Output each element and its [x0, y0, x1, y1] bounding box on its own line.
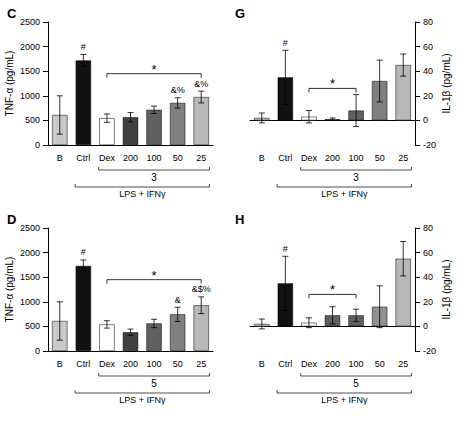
svg-text:60: 60	[423, 42, 433, 52]
svg-text:*: *	[152, 268, 157, 283]
svg-text:Dex: Dex	[301, 359, 318, 369]
svg-text:-20: -20	[423, 140, 436, 150]
svg-text:&%: &%	[171, 85, 185, 95]
svg-text:25: 25	[398, 153, 408, 163]
svg-text:*: *	[330, 76, 335, 91]
svg-text:0: 0	[35, 346, 40, 356]
svg-text:#: #	[283, 38, 288, 48]
svg-text:50: 50	[173, 153, 183, 163]
svg-text:Dex: Dex	[301, 153, 318, 163]
svg-text:Ctrl: Ctrl	[278, 359, 292, 369]
svg-text:LPS + IFNγ: LPS + IFNγ	[119, 189, 166, 199]
svg-text:*: *	[152, 62, 157, 77]
svg-text:IL-1β (pg/mL): IL-1β (pg/mL)	[441, 259, 452, 319]
svg-text:TNF-α (pg/mL): TNF-α (pg/mL)	[4, 51, 15, 117]
svg-text:0: 0	[35, 140, 40, 150]
svg-text:&: &	[175, 295, 181, 305]
svg-text:#: #	[81, 42, 86, 52]
svg-text:20: 20	[423, 91, 433, 101]
svg-text:1000: 1000	[20, 297, 40, 307]
svg-text:*: *	[330, 282, 335, 297]
svg-text:G: G	[235, 6, 245, 21]
svg-text:Dex: Dex	[99, 153, 116, 163]
svg-text:25: 25	[196, 359, 206, 369]
svg-text:2500: 2500	[20, 17, 40, 27]
svg-text:5: 5	[353, 378, 359, 389]
svg-text:100: 100	[349, 153, 364, 163]
svg-text:H: H	[235, 212, 244, 227]
svg-text:40: 40	[423, 272, 433, 282]
svg-text:Ctrl: Ctrl	[278, 153, 292, 163]
svg-text:Dex: Dex	[99, 359, 116, 369]
svg-text:0: 0	[423, 321, 428, 331]
svg-text:100: 100	[349, 359, 364, 369]
svg-text:TNF-α (pg/mL): TNF-α (pg/mL)	[4, 257, 15, 323]
svg-text:1500: 1500	[20, 272, 40, 282]
svg-text:3: 3	[151, 172, 157, 183]
svg-text:IL-1β (pg/mL): IL-1β (pg/mL)	[441, 53, 452, 113]
svg-text:50: 50	[375, 359, 385, 369]
svg-text:25: 25	[398, 359, 408, 369]
svg-text:3: 3	[353, 172, 359, 183]
svg-text:&%: &%	[194, 79, 208, 89]
svg-text:2000: 2000	[20, 42, 40, 52]
svg-text:100: 100	[147, 153, 162, 163]
svg-text:1500: 1500	[20, 66, 40, 76]
svg-text:B: B	[259, 359, 265, 369]
svg-text:C: C	[7, 6, 17, 21]
svg-text:50: 50	[375, 153, 385, 163]
svg-text:B: B	[259, 153, 265, 163]
svg-text:2500: 2500	[20, 223, 40, 233]
svg-text:100: 100	[147, 359, 162, 369]
svg-text:2000: 2000	[20, 248, 40, 258]
svg-text:#: #	[81, 247, 86, 257]
svg-text:LPS + IFNγ: LPS + IFNγ	[119, 395, 166, 405]
svg-text:0: 0	[423, 115, 428, 125]
svg-text:Ctrl: Ctrl	[76, 359, 90, 369]
svg-text:20: 20	[423, 297, 433, 307]
svg-text:200: 200	[123, 359, 138, 369]
svg-text:B: B	[57, 359, 63, 369]
svg-text:200: 200	[123, 153, 138, 163]
svg-text:500: 500	[25, 321, 40, 331]
svg-text:50: 50	[173, 359, 183, 369]
svg-text:25: 25	[196, 153, 206, 163]
svg-text:#: #	[283, 244, 288, 254]
svg-text:LPS + IFNγ: LPS + IFNγ	[321, 189, 368, 199]
svg-text:1000: 1000	[20, 91, 40, 101]
svg-text:B: B	[57, 153, 63, 163]
svg-text:LPS + IFNγ: LPS + IFNγ	[321, 395, 368, 405]
svg-text:200: 200	[325, 359, 340, 369]
svg-text:200: 200	[325, 153, 340, 163]
svg-text:Ctrl: Ctrl	[76, 153, 90, 163]
svg-text:D: D	[7, 212, 16, 227]
svg-text:5: 5	[151, 378, 157, 389]
svg-text:80: 80	[423, 223, 433, 233]
svg-text:60: 60	[423, 248, 433, 258]
svg-text:40: 40	[423, 66, 433, 76]
svg-text:&$%: &$%	[192, 284, 211, 294]
svg-text:-20: -20	[423, 346, 436, 356]
svg-text:500: 500	[25, 115, 40, 125]
svg-text:80: 80	[423, 17, 433, 27]
